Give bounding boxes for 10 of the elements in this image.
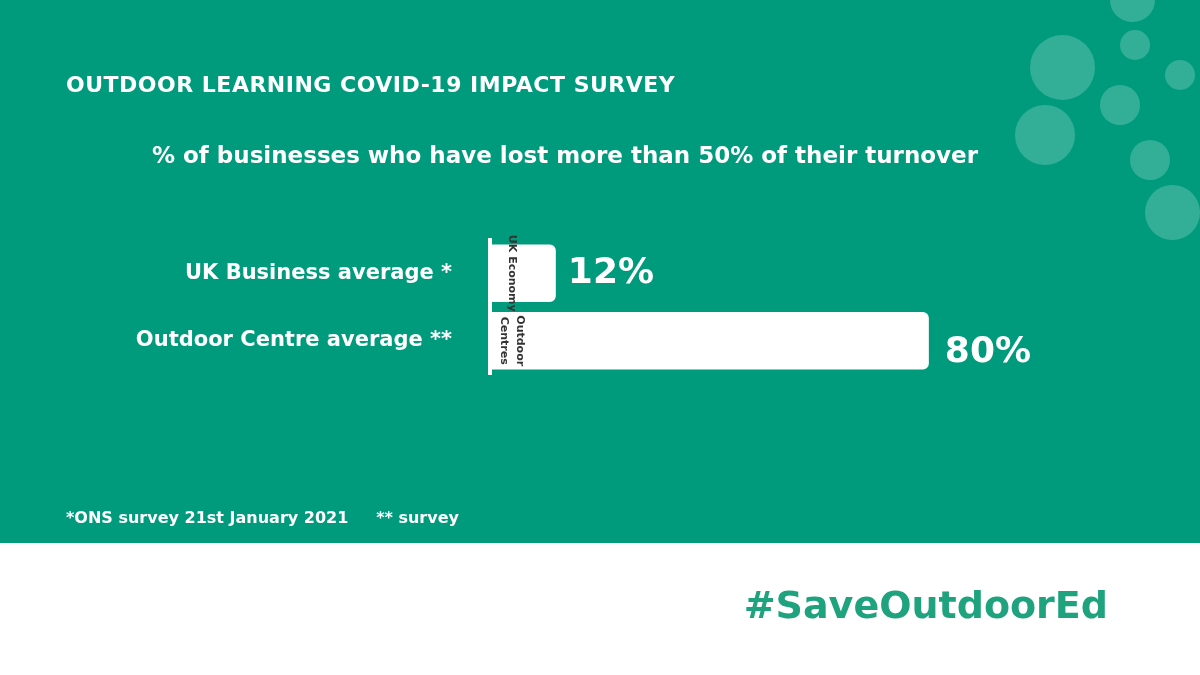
chart-title: OUTDOOR LEARNING COVID-19 IMPACT SURVEY [66, 72, 676, 97]
y-tick-label: UK Business average * [185, 259, 453, 284]
annotation: UK Economy [506, 234, 520, 312]
text: #SaveOutdoorEd [743, 583, 1108, 627]
chart-subtitle: % of businesses who have lost more than 50% of their turnover [150, 142, 980, 168]
annotation: Outdoor Centres [498, 315, 528, 367]
y-tick-label: Outdoor Centre average ** [135, 327, 453, 352]
text: *ONS survey 21st January 2021 ** survey [66, 508, 459, 527]
data-label: 12% [567, 249, 654, 291]
data-label: 80% [944, 329, 1032, 371]
